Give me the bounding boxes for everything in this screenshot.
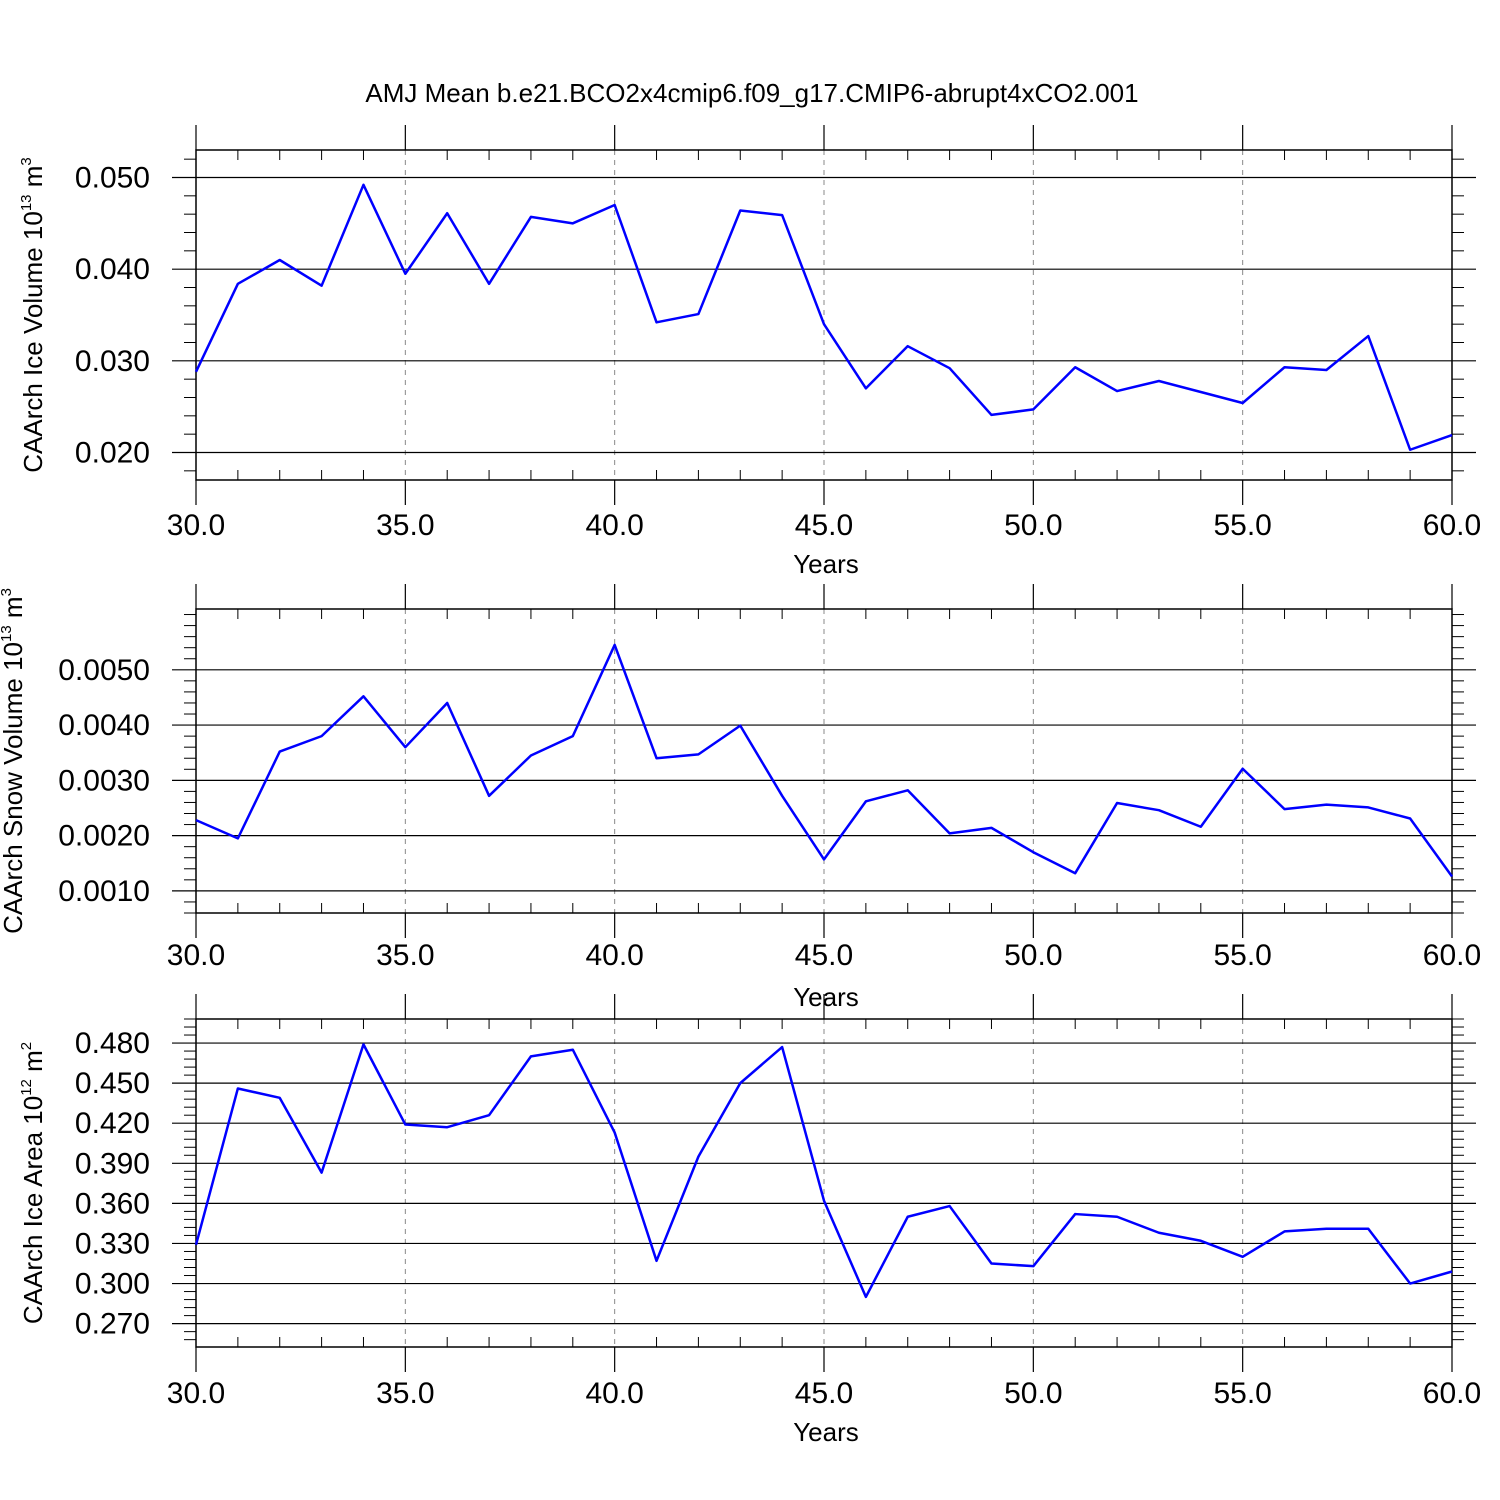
chart-panels: 30.0 35.0 40.0 45.0 50.0 55.0 60.0 0.020 0.030 0.… <box>0 125 1481 1447</box>
chart-panel-2: 30.0 35.0 40.0 45.0 50.0 55.0 60.0 0.0010 0.0020… <box>0 584 1481 1012</box>
y-tick-label: 0.480 <box>75 1027 150 1060</box>
y-axis-label: CAArch Ice Volume 1013 m3 <box>18 157 48 473</box>
y-tick-label: 0.0020 <box>58 820 150 853</box>
y-tick-label: 0.420 <box>75 1107 150 1140</box>
y-tick-label: 0.390 <box>75 1147 150 1180</box>
x-tick-label: 60.0 <box>1423 1377 1481 1410</box>
x-axis-label: Years <box>793 982 859 1012</box>
y-tick-label: 0.050 <box>75 162 150 195</box>
x-tick-label: 30.0 <box>167 939 225 972</box>
y-tick-label: 0.0050 <box>58 654 150 687</box>
y-tick-label: 0.330 <box>75 1227 150 1260</box>
chart-panel-1: 30.0 35.0 40.0 45.0 50.0 55.0 60.0 0.020 0.030 0.… <box>18 125 1481 579</box>
x-tick-label: 50.0 <box>1004 1377 1062 1410</box>
x-tick-label: 40.0 <box>585 509 643 542</box>
x-tick-label: 50.0 <box>1004 509 1062 542</box>
x-tick-label: 55.0 <box>1213 1377 1271 1410</box>
y-tick-label: 0.030 <box>75 345 150 378</box>
y-tick-label: 0.0040 <box>58 709 150 742</box>
figure-title: AMJ Mean b.e21.BCO2x4cmip6.f09_g17.CMIP6… <box>365 78 1138 108</box>
x-axis-label: Years <box>793 1417 859 1447</box>
x-tick-label: 55.0 <box>1213 509 1271 542</box>
y-tick-label: 0.360 <box>75 1187 150 1220</box>
x-tick-label: 45.0 <box>795 939 853 972</box>
y-tick-label: 0.0030 <box>58 764 150 797</box>
x-tick-label: 40.0 <box>585 1377 643 1410</box>
x-tick-label: 60.0 <box>1423 509 1481 542</box>
x-tick-label: 50.0 <box>1004 939 1062 972</box>
series-line <box>194 1043 1453 1299</box>
x-axis-label: Years <box>793 549 859 579</box>
y-axis-label: CAArch Snow Volume 1013 m3 <box>0 588 28 934</box>
y-axis-label: CAArch Ice Area 1012 m2 <box>18 1042 48 1324</box>
x-tick-label: 35.0 <box>376 1377 434 1410</box>
x-tick-label: 55.0 <box>1213 939 1271 972</box>
chart-panel-3: 30.0 35.0 40.0 45.0 50.0 55.0 60.0 0.270 0.300 0.… <box>18 994 1481 1447</box>
x-tick-label: 40.0 <box>585 939 643 972</box>
x-tick-label: 30.0 <box>167 1377 225 1410</box>
plot-frame <box>195 1018 1453 1348</box>
y-tick-label: 0.0010 <box>58 875 150 908</box>
plot-frame <box>195 608 1453 914</box>
y-tick-label: 0.040 <box>75 253 150 286</box>
y-tick-label: 0.300 <box>75 1268 150 1301</box>
x-tick-label: 35.0 <box>376 939 434 972</box>
y-tick-label: 0.020 <box>75 437 150 470</box>
x-tick-label: 45.0 <box>795 509 853 542</box>
x-tick-label: 30.0 <box>167 509 225 542</box>
x-tick-label: 45.0 <box>795 1377 853 1410</box>
series-line <box>195 643 1454 878</box>
plot-frame <box>195 149 1453 481</box>
series-line <box>194 183 1453 451</box>
x-tick-label: 60.0 <box>1423 939 1481 972</box>
y-tick-label: 0.270 <box>75 1308 150 1341</box>
x-tick-label: 35.0 <box>376 509 434 542</box>
y-tick-label: 0.450 <box>75 1067 150 1100</box>
